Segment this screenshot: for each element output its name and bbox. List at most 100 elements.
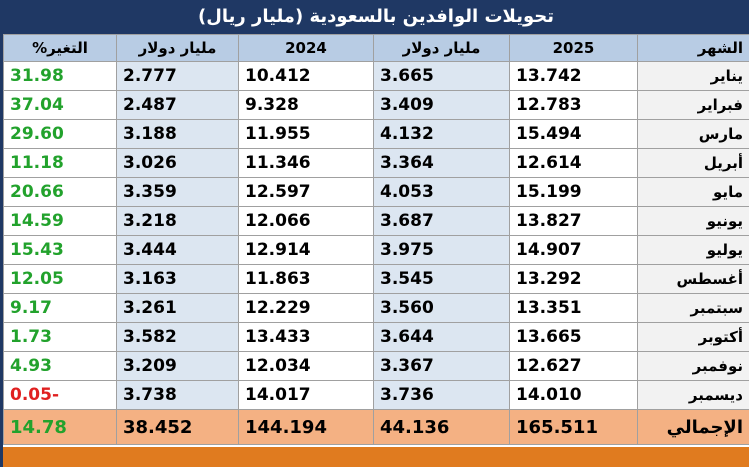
value-cell: 12.034 <box>238 351 374 381</box>
value-cell: 20.66 <box>3 177 117 207</box>
header-cell: مليار دولار <box>373 34 510 62</box>
value-cell: 10.412 <box>238 61 374 91</box>
value-cell: 11.18 <box>3 148 117 178</box>
value-cell: 2.777 <box>116 61 239 91</box>
value-cell: 165.511 <box>509 409 638 445</box>
month-cell: سبتمبر <box>637 293 749 323</box>
value-cell: 3.644 <box>373 322 510 352</box>
month-cell: أبريل <box>637 148 749 178</box>
month-cell: يونيو <box>637 206 749 236</box>
data-row: أغسطس 13.292 3.545 11.863 3.163 12.05 <box>3 264 749 294</box>
header-cell: 2024 <box>238 34 374 62</box>
value-cell: 15.43 <box>3 235 117 265</box>
month-cell: مارس <box>637 119 749 149</box>
value-cell: 3.736 <box>373 380 510 410</box>
bottom-bar <box>3 447 749 467</box>
value-cell: -0.05 <box>3 380 117 410</box>
value-cell: 3.582 <box>116 322 239 352</box>
value-cell: 12.05 <box>3 264 117 294</box>
remittance-table: الشهر 2025 مليار دولار 2024 مليار دولار التغي… <box>3 34 749 445</box>
value-cell: 3.364 <box>373 148 510 178</box>
data-row: مايو 15.199 4.053 12.597 3.359 20.66 <box>3 177 749 207</box>
value-cell: 44.136 <box>373 409 510 445</box>
value-cell: 13.292 <box>509 264 638 294</box>
value-cell: 3.687 <box>373 206 510 236</box>
value-cell: 31.98 <box>3 61 117 91</box>
value-cell: 3.975 <box>373 235 510 265</box>
header-cell: الشهر <box>637 34 749 62</box>
month-cell: ديسمبر <box>637 380 749 410</box>
value-cell: 12.914 <box>238 235 374 265</box>
value-cell: 144.194 <box>238 409 374 445</box>
data-row: مارس 15.494 4.132 11.955 3.188 29.60 <box>3 119 749 149</box>
value-cell: 12.614 <box>509 148 638 178</box>
data-row: نوفمبر 12.627 3.367 12.034 3.209 4.93 <box>3 351 749 381</box>
value-cell: 13.827 <box>509 206 638 236</box>
value-cell: 4.053 <box>373 177 510 207</box>
value-cell: 3.409 <box>373 90 510 120</box>
month-cell: نوفمبر <box>637 351 749 381</box>
value-cell: 13.665 <box>509 322 638 352</box>
data-row: فبراير 12.783 3.409 9.328 2.487 37.04 <box>3 90 749 120</box>
month-cell: يناير <box>637 61 749 91</box>
title-bar: تحويلات الوافدين بالسعودية (مليار ريال) <box>3 0 749 34</box>
value-cell: 13.351 <box>509 293 638 323</box>
data-row: يناير 13.742 3.665 10.412 2.777 31.98 <box>3 61 749 91</box>
data-row: أكتوبر 13.665 3.644 13.433 3.582 1.73 <box>3 322 749 352</box>
month-cell: أغسطس <box>637 264 749 294</box>
total-row: الإجمالي 165.511 44.136 144.194 38.452 14.78 <box>3 409 749 445</box>
value-cell: 3.163 <box>116 264 239 294</box>
value-cell: 3.665 <box>373 61 510 91</box>
value-cell: 4.132 <box>373 119 510 149</box>
data-row: أبريل 12.614 3.364 11.346 3.026 11.18 <box>3 148 749 178</box>
month-cell: يوليو <box>637 235 749 265</box>
value-cell: 3.218 <box>116 206 239 236</box>
value-cell: 12.066 <box>238 206 374 236</box>
value-cell: 12.627 <box>509 351 638 381</box>
header-cell: 2025 <box>509 34 638 62</box>
value-cell: 9.17 <box>3 293 117 323</box>
value-cell: 13.742 <box>509 61 638 91</box>
value-cell: 29.60 <box>3 119 117 149</box>
value-cell: 38.452 <box>116 409 239 445</box>
value-cell: 3.188 <box>116 119 239 149</box>
value-cell: 3.359 <box>116 177 239 207</box>
value-cell: 3.545 <box>373 264 510 294</box>
data-row: يونيو 13.827 3.687 12.066 3.218 14.59 <box>3 206 749 236</box>
value-cell: 3.560 <box>373 293 510 323</box>
value-cell: 3.367 <box>373 351 510 381</box>
month-cell: الإجمالي <box>637 409 749 445</box>
value-cell: 1.73 <box>3 322 117 352</box>
header-cell: مليار دولار <box>116 34 239 62</box>
value-cell: 13.433 <box>238 322 374 352</box>
value-cell: 3.261 <box>116 293 239 323</box>
value-cell: 3.738 <box>116 380 239 410</box>
value-cell: 12.229 <box>238 293 374 323</box>
value-cell: 12.783 <box>509 90 638 120</box>
month-cell: مايو <box>637 177 749 207</box>
data-row: سبتمبر 13.351 3.560 12.229 3.261 9.17 <box>3 293 749 323</box>
header-row: الشهر 2025 مليار دولار 2024 مليار دولار التغي… <box>3 34 749 62</box>
data-row: ديسمبر 14.010 3.736 14.017 3.738 -0.05 <box>3 380 749 410</box>
value-cell: 14.017 <box>238 380 374 410</box>
month-cell: أكتوبر <box>637 322 749 352</box>
value-cell: 4.93 <box>3 351 117 381</box>
value-cell: 14.78 <box>3 409 117 445</box>
value-cell: 11.346 <box>238 148 374 178</box>
value-cell: 3.209 <box>116 351 239 381</box>
value-cell: 11.955 <box>238 119 374 149</box>
value-cell: 3.444 <box>116 235 239 265</box>
value-cell: 14.010 <box>509 380 638 410</box>
value-cell: 9.328 <box>238 90 374 120</box>
value-cell: 15.494 <box>509 119 638 149</box>
value-cell: 2.487 <box>116 90 239 120</box>
value-cell: 12.597 <box>238 177 374 207</box>
value-cell: 37.04 <box>3 90 117 120</box>
month-cell: فبراير <box>637 90 749 120</box>
value-cell: 14.59 <box>3 206 117 236</box>
value-cell: 14.907 <box>509 235 638 265</box>
data-row: يوليو 14.907 3.975 12.914 3.444 15.43 <box>3 235 749 265</box>
value-cell: 11.863 <box>238 264 374 294</box>
header-cell: التغير% <box>3 34 117 62</box>
